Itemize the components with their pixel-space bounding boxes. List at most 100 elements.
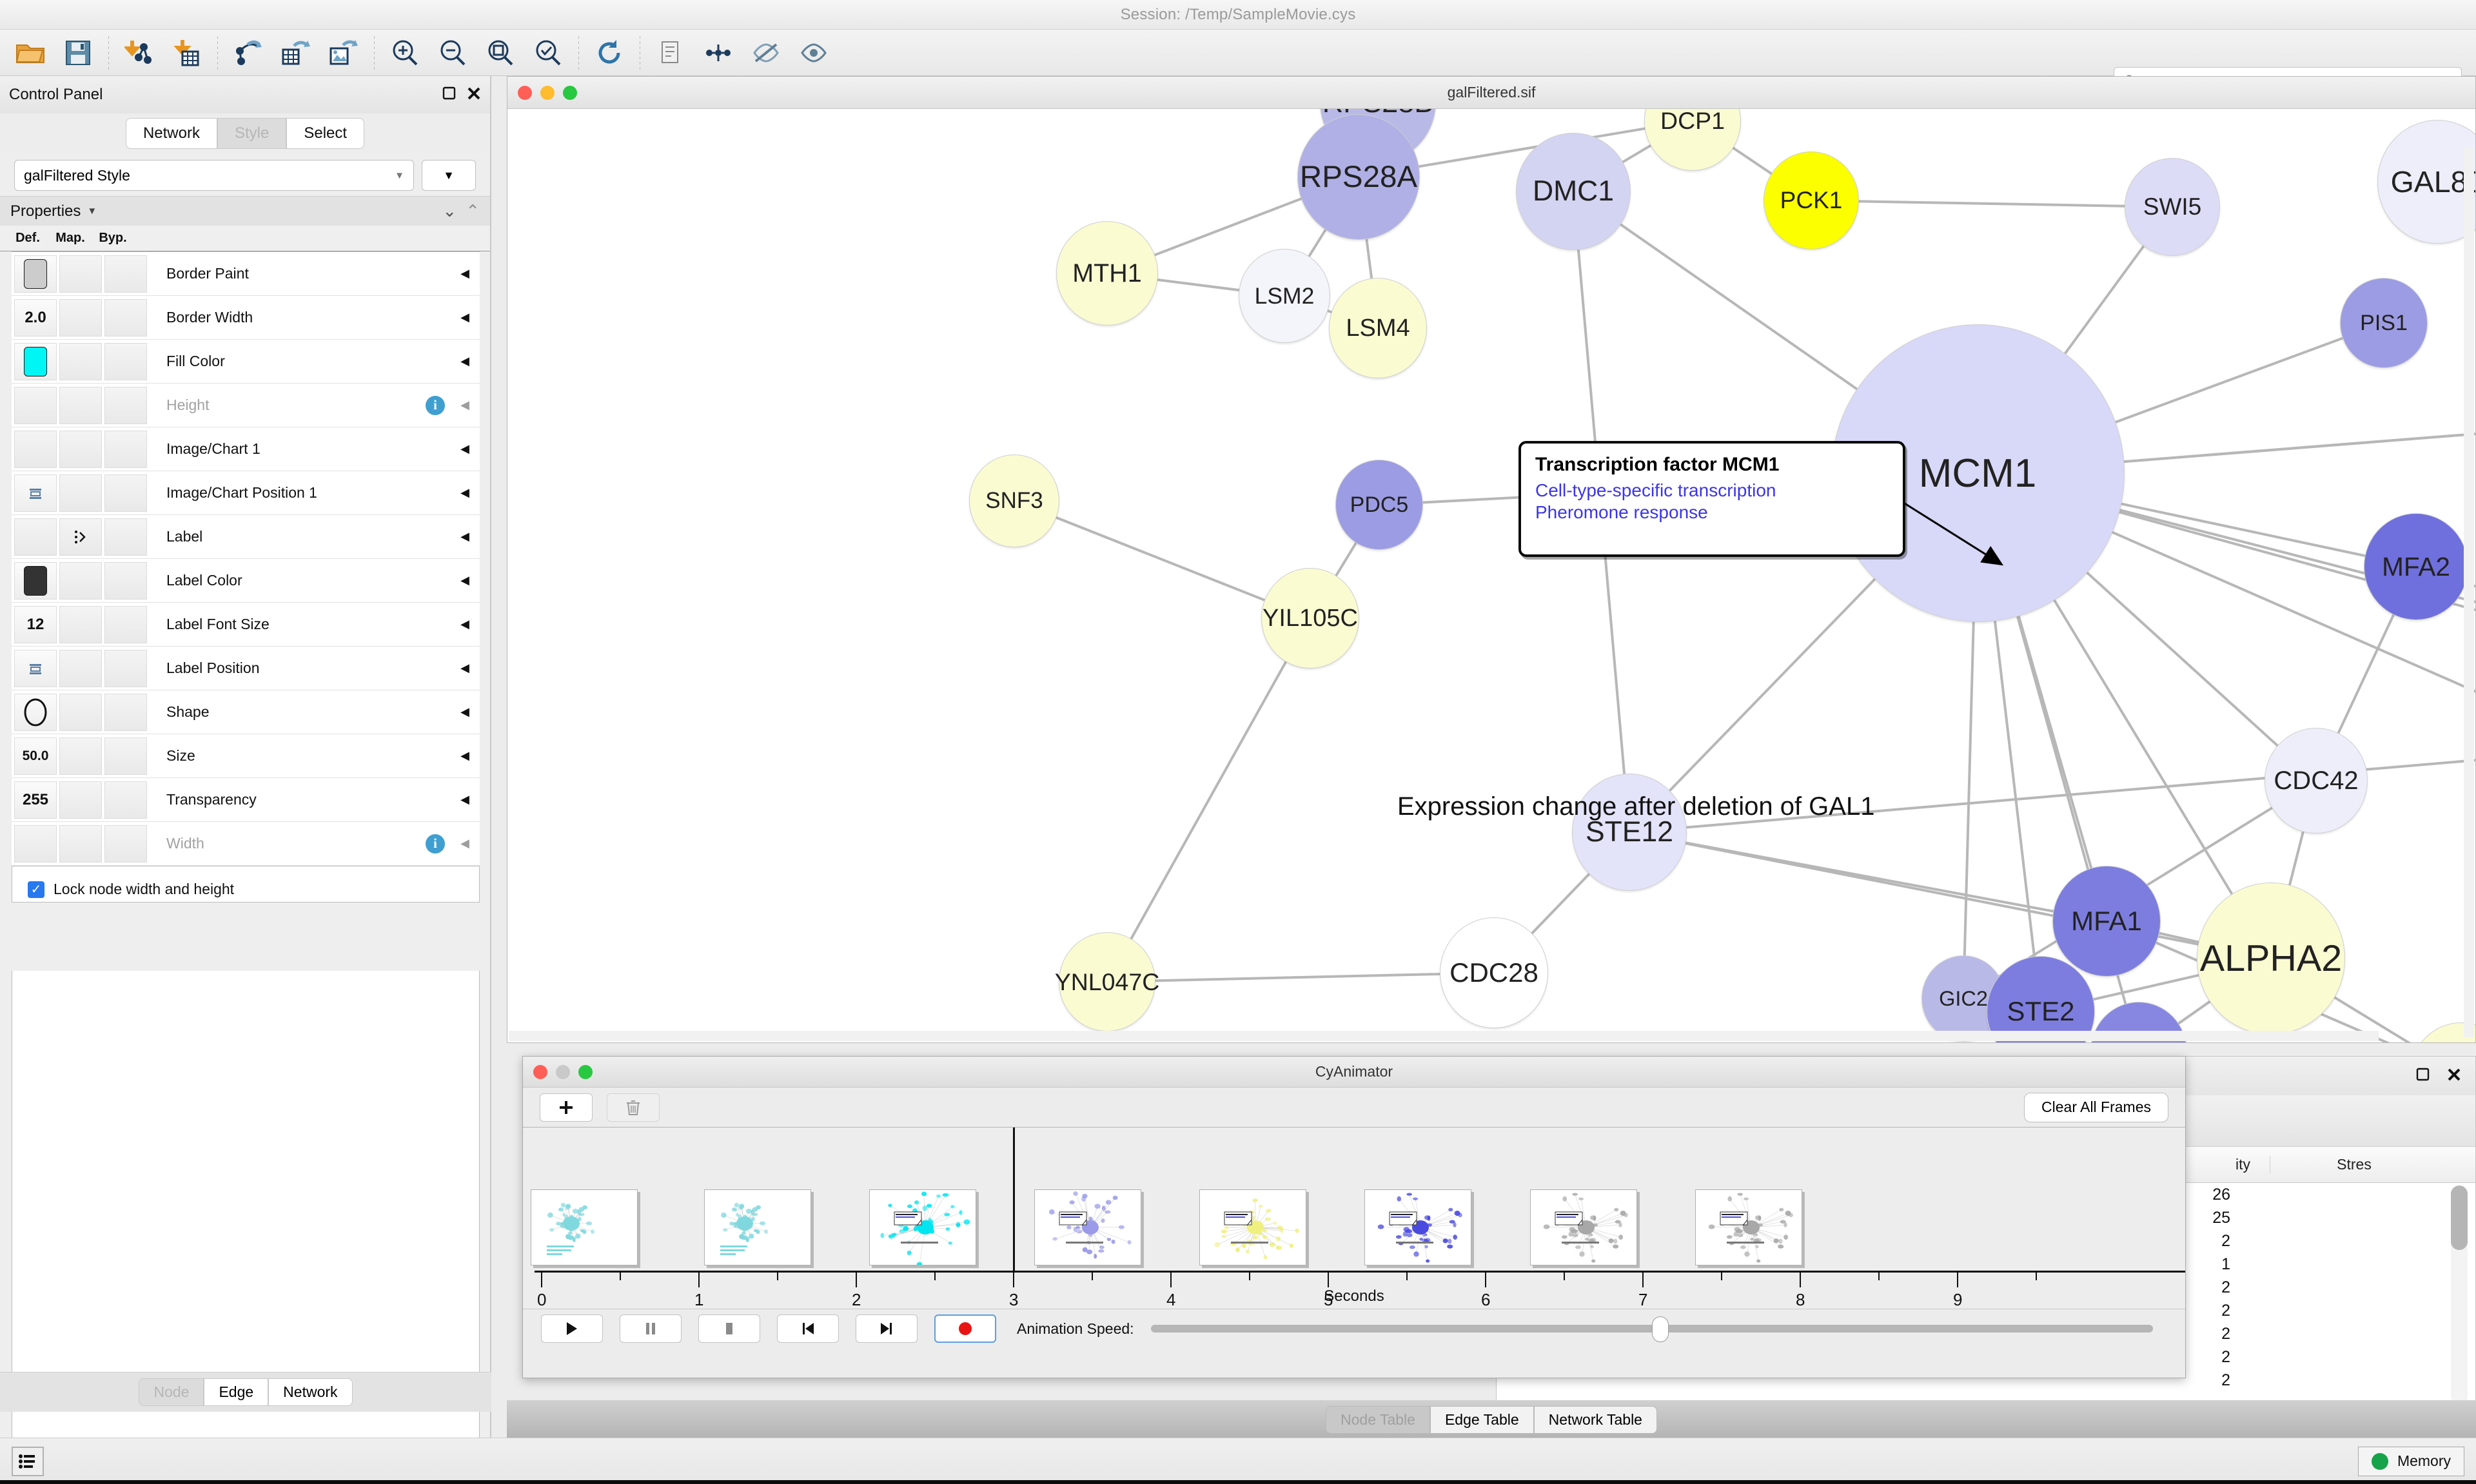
info-icon[interactable]: i: [426, 395, 445, 415]
property-mapping-cell[interactable]: [59, 430, 102, 468]
style-dropdown[interactable]: galFiltered Style ▼: [14, 160, 414, 191]
network-node[interactable]: GAL80: [2377, 120, 2475, 244]
property-default-cell[interactable]: 50.0: [14, 737, 57, 775]
property-mapping-cell[interactable]: [59, 298, 102, 337]
property-mapping-cell[interactable]: [59, 781, 102, 819]
column-header-stress[interactable]: Stres: [2337, 1156, 2372, 1173]
stop-icon[interactable]: [698, 1314, 760, 1343]
property-default-cell[interactable]: [14, 518, 57, 556]
style-options-button[interactable]: ▼: [422, 160, 476, 191]
tab-edge-table[interactable]: Edge Table: [1430, 1405, 1534, 1434]
property-bypass-cell[interactable]: [104, 298, 147, 337]
property-expand-arrow[interactable]: ◀: [460, 793, 469, 806]
network-node[interactable]: CDC42: [2265, 728, 2368, 834]
play-icon[interactable]: [541, 1314, 603, 1343]
timeline-frame[interactable]: [1199, 1189, 1307, 1265]
skip-forward-icon[interactable]: [856, 1314, 918, 1343]
close-window-button[interactable]: [533, 1064, 547, 1079]
property-bypass-cell[interactable]: [104, 781, 147, 819]
table-scrollbar[interactable]: [2451, 1186, 2468, 1405]
window-controls[interactable]: [518, 85, 577, 100]
network-node[interactable]: YIL105C: [1261, 568, 1359, 669]
restore-window-icon[interactable]: [442, 86, 457, 104]
property-default-cell[interactable]: 2.0: [14, 298, 57, 337]
network-vertical-scrollbar[interactable]: [2464, 148, 2474, 1037]
property-mapping-cell[interactable]: [59, 386, 102, 424]
zoom-out-icon[interactable]: [429, 33, 477, 73]
network-node[interactable]: STE12: [1572, 774, 1687, 891]
tab-edge[interactable]: Edge: [204, 1378, 269, 1406]
property-bypass-cell[interactable]: [104, 693, 147, 731]
zoom-in-icon[interactable]: [381, 33, 429, 73]
timeline-frame[interactable]: [869, 1189, 976, 1265]
property-bypass-cell[interactable]: [104, 518, 147, 556]
property-mapping-cell[interactable]: [59, 561, 102, 600]
property-default-cell[interactable]: [14, 386, 57, 424]
export-network-icon[interactable]: [224, 33, 272, 73]
table-scroll-thumb[interactable]: [2451, 1186, 2468, 1250]
clear-all-frames-button[interactable]: Clear All Frames: [2024, 1092, 2168, 1122]
timeline-frame[interactable]: [1695, 1189, 1802, 1265]
network-node[interactable]: PIS1: [2340, 278, 2428, 368]
maximize-window-button[interactable]: [563, 85, 577, 100]
record-icon[interactable]: [934, 1314, 996, 1343]
network-node[interactable]: DCP1: [1644, 109, 1741, 171]
property-expand-arrow[interactable]: ◀: [460, 398, 469, 411]
network-node[interactable]: LSM4: [1329, 278, 1427, 378]
network-node[interactable]: MFA2: [2364, 513, 2468, 620]
property-row[interactable]: 255 Transparency ◀: [12, 778, 480, 822]
timeline-playhead[interactable]: [1013, 1128, 1015, 1271]
property-bypass-cell[interactable]: [104, 430, 147, 468]
network-node[interactable]: DMC1: [1516, 133, 1631, 250]
table-row[interactable]: 2: [1497, 1369, 2475, 1392]
maximize-window-button[interactable]: [578, 1064, 593, 1079]
animation-timeline[interactable]: 0 1 2 3 4 5 6 7 8 9 Seconds: [523, 1128, 2185, 1309]
pause-icon[interactable]: [620, 1314, 682, 1343]
network-node[interactable]: ALPHA2: [2197, 883, 2345, 1035]
tab-network[interactable]: Network: [125, 118, 217, 149]
property-mapping-cell[interactable]: [59, 737, 102, 775]
table-row[interactable]: 2: [1497, 1229, 2475, 1253]
property-default-cell[interactable]: [14, 342, 57, 380]
tab-style[interactable]: Style: [217, 118, 287, 149]
hide-selected-icon[interactable]: [742, 33, 790, 73]
property-bypass-cell[interactable]: [104, 825, 147, 863]
export-image-icon[interactable]: [320, 33, 368, 73]
column-header-ity[interactable]: ity: [1497, 1156, 2270, 1173]
property-expand-arrow[interactable]: ◀: [460, 311, 469, 324]
property-row[interactable]: Border Paint ◀: [12, 252, 480, 296]
import-network-icon[interactable]: [115, 33, 163, 73]
property-bypass-cell[interactable]: [104, 386, 147, 424]
delete-frame-button[interactable]: [607, 1093, 660, 1122]
show-all-icon[interactable]: [790, 33, 838, 73]
add-frame-button[interactable]: [540, 1093, 593, 1122]
table-row[interactable]: 2: [1497, 1276, 2475, 1299]
property-expand-arrow[interactable]: ◀: [460, 486, 469, 499]
table-row[interactable]: 1: [1497, 1253, 2475, 1276]
property-default-cell[interactable]: [14, 561, 57, 600]
memory-status-button[interactable]: Memory: [2357, 1446, 2464, 1476]
open-folder-icon[interactable]: [6, 33, 54, 73]
export-table-icon[interactable]: [272, 33, 320, 73]
property-expand-arrow[interactable]: ◀: [460, 837, 469, 850]
network-node[interactable]: LSM2: [1239, 249, 1330, 343]
animation-speed-slider[interactable]: [1150, 1316, 2153, 1342]
refresh-icon[interactable]: [585, 33, 633, 73]
table-row[interactable]: 26: [1497, 1183, 2475, 1206]
close-icon[interactable]: [467, 86, 481, 104]
property-mapping-cell[interactable]: [59, 825, 102, 863]
table-row[interactable]: 2: [1497, 1345, 2475, 1369]
tab-network-style[interactable]: Network: [268, 1378, 353, 1406]
property-default-cell[interactable]: [14, 430, 57, 468]
property-expand-arrow[interactable]: ◀: [460, 618, 469, 630]
timeline-frame[interactable]: [1364, 1189, 1472, 1265]
network-node[interactable]: MTH1: [1056, 221, 1158, 326]
expand-all-icon[interactable]: ⌄: [442, 201, 457, 220]
property-default-cell[interactable]: [14, 474, 57, 512]
animation-speed-knob[interactable]: [1651, 1316, 1669, 1342]
network-node[interactable]: SWI5: [2125, 158, 2220, 256]
skip-back-icon[interactable]: [777, 1314, 839, 1343]
network-node[interactable]: MFA1: [2052, 866, 2161, 977]
property-expand-arrow[interactable]: ◀: [460, 355, 469, 367]
property-mapping-cell[interactable]: [59, 605, 102, 643]
